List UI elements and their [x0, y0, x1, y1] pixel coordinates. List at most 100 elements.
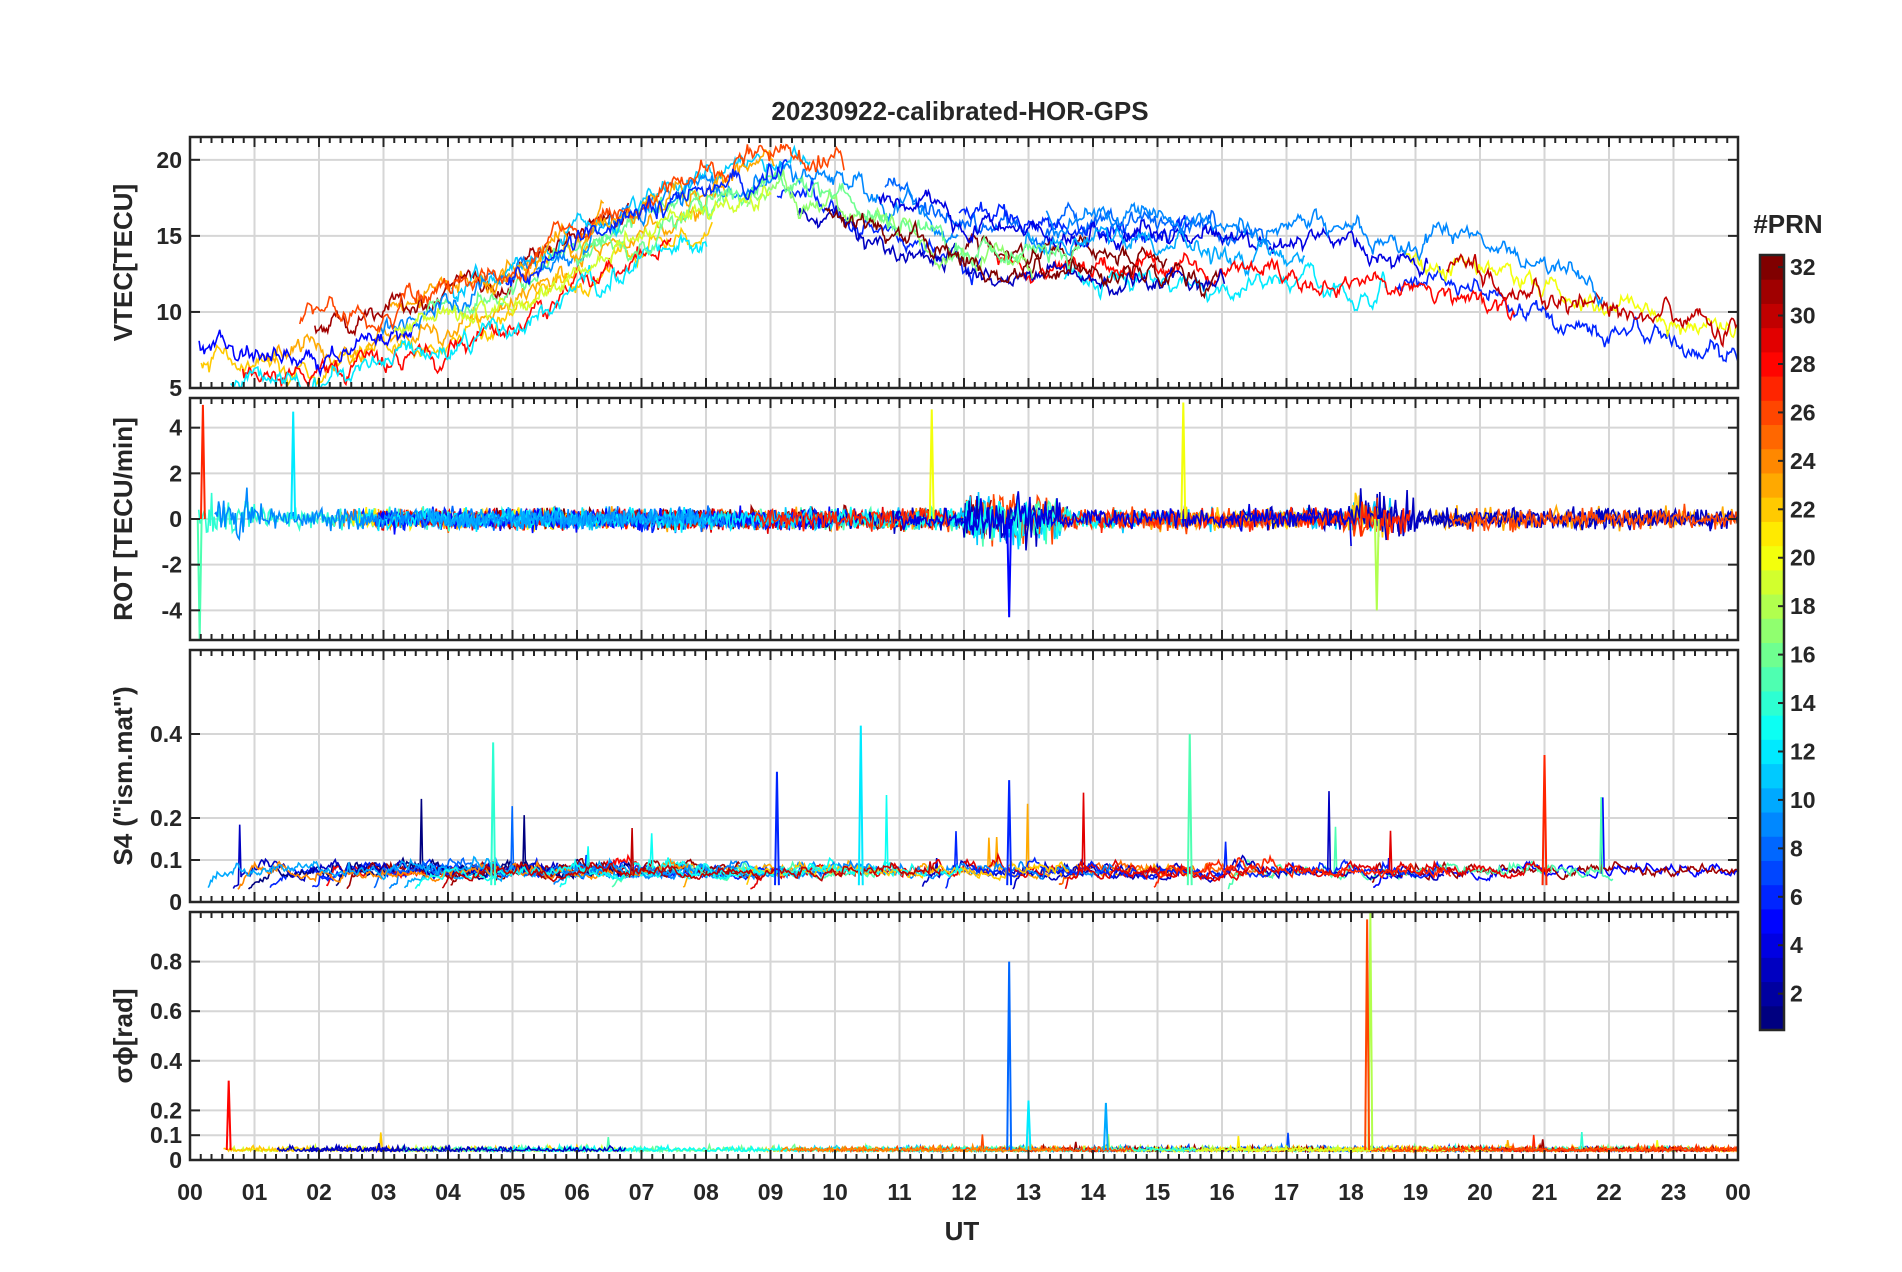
panel-rot: -4 -2 0 2 4 ROT [TECU/min] [108, 396, 1740, 642]
x-tick-label: 18 [1338, 1179, 1364, 1205]
colorbar-swatch [1760, 521, 1784, 547]
trace-prn [230, 232, 708, 388]
colorbar-swatch [1760, 957, 1784, 983]
x-tick-label: 07 [629, 1179, 655, 1205]
colorbar-tick-label: 32 [1790, 254, 1816, 280]
trace-prn [441, 827, 942, 889]
y-tick-label: 2 [169, 460, 182, 486]
colorbar-tick-label: 18 [1790, 593, 1816, 619]
y-tick-label: 0.4 [150, 1048, 182, 1074]
x-tick-label: 04 [435, 1179, 461, 1205]
y-tick-label: -2 [162, 552, 182, 578]
colorbar-label: #PRN [1753, 209, 1822, 239]
trace-prn [746, 858, 1069, 886]
colorbar-swatch [1760, 666, 1784, 692]
trace-prn [1199, 1135, 1444, 1155]
x-tick-label: 11 [887, 1179, 912, 1205]
trace-spike [928, 409, 935, 520]
traces [196, 402, 1738, 640]
trace-prn [1024, 225, 1305, 277]
trace-prn [237, 857, 693, 890]
y-axis: 00.10.2 0.4 0.6 0.8 [150, 949, 1738, 1173]
x-tick-label: 00 [177, 1179, 203, 1205]
colorbar-tick-label: 4 [1790, 932, 1803, 958]
y-tick-label: -4 [162, 597, 183, 623]
trace-prn [575, 170, 1081, 271]
trace-prn [1064, 792, 1552, 890]
colorbar-tick-label: 6 [1790, 884, 1803, 910]
colorbar-tick-label: 22 [1790, 496, 1816, 522]
x-tick-label: 03 [371, 1179, 397, 1205]
y-axis-label: VTEC[TECU] [108, 184, 138, 341]
figure-title: 20230922-calibrated-HOR-GPS [771, 96, 1148, 126]
x-tick-label: 19 [1403, 1179, 1429, 1205]
y-tick-label: 0.1 [150, 1122, 182, 1148]
trace-prn [241, 237, 672, 388]
trace-prn [276, 1142, 627, 1154]
trace-prn [1371, 1142, 1738, 1153]
trace-prn [1063, 260, 1387, 312]
y-tick-label: 10 [156, 299, 182, 325]
y-tick-label: 5 [169, 375, 182, 401]
trace-spike [290, 411, 297, 520]
x-tick-label: 10 [822, 1179, 848, 1205]
colorbar-tick-label: 8 [1790, 835, 1803, 861]
x-tick-label: 16 [1209, 1179, 1235, 1205]
trace-spike [1364, 919, 1371, 1151]
trace-prn [796, 205, 1226, 297]
colorbar-tick-label: 26 [1790, 399, 1816, 425]
y-tick-label: 0.4 [150, 721, 182, 747]
colorbar-tick-label: 28 [1790, 351, 1816, 377]
colorbar-tick-label: 30 [1790, 303, 1816, 329]
x-tick-label: 00 [1725, 1179, 1751, 1205]
colorbar-frame [1758, 253, 1786, 1032]
trace-spike [857, 725, 864, 886]
colorbar-swatch [1760, 618, 1784, 643]
colorbar-tick-label: 10 [1790, 787, 1816, 813]
trace-spike [1006, 518, 1013, 618]
x-tick-label: 05 [500, 1179, 526, 1205]
trace-spike [1186, 733, 1193, 886]
x-tick-label: 13 [1016, 1179, 1042, 1205]
trace-prn [1396, 266, 1738, 363]
trace-spike [1025, 1100, 1032, 1151]
panel-sigma-phi: 00.10.2 0.4 0.6 0.8 σϕ[rad] 00 01 02 03 04 05 06 07 0… [108, 910, 1751, 1205]
colorbar-swatch [1760, 763, 1784, 789]
colorbar-swatch [1760, 279, 1784, 304]
y-tick-label: 0.1 [150, 847, 182, 873]
colorbar-swatch [1760, 1005, 1784, 1031]
trace-prn [824, 207, 1218, 300]
colorbar-swatch [1760, 376, 1784, 401]
y-tick-label: 0 [169, 1147, 182, 1173]
colorbar-swatch [1760, 327, 1784, 353]
trace-prn [426, 507, 708, 532]
y-axis: -4 -2 0 2 4 [162, 415, 1738, 623]
colorbar-tick-label: 12 [1790, 738, 1816, 764]
trace-prn [958, 201, 1194, 244]
trace-prn [299, 143, 845, 334]
y-tick-label: 0 [169, 889, 182, 915]
x-tick-label: 02 [306, 1179, 332, 1205]
colorbar-tick-label: 20 [1790, 545, 1816, 571]
trace-spike [1006, 780, 1013, 886]
trace-prn [1446, 253, 1738, 349]
traces [207, 725, 1738, 890]
trace-spike [1006, 961, 1013, 1151]
trace-prn [1045, 201, 1604, 308]
y-axis: 0 0.1 0.2 0.4 [150, 721, 1738, 915]
x-tick-label: 09 [758, 1179, 784, 1205]
traces [198, 143, 1738, 388]
y-axis-label: σϕ[rad] [108, 988, 138, 1083]
trace-prn [198, 322, 417, 378]
colorbar-swatch [1760, 569, 1784, 595]
traces [223, 912, 1738, 1155]
colorbar-tick-label: 16 [1790, 642, 1816, 668]
y-tick-label: 0.2 [150, 1097, 182, 1123]
trace-spike [1180, 402, 1187, 520]
colorbar-swatch [1760, 812, 1784, 837]
colorbar-swatch [1760, 860, 1784, 886]
x-tick-label: 23 [1661, 1179, 1687, 1205]
y-tick-label: 20 [156, 147, 182, 173]
x-tick-label: 22 [1596, 1179, 1622, 1205]
